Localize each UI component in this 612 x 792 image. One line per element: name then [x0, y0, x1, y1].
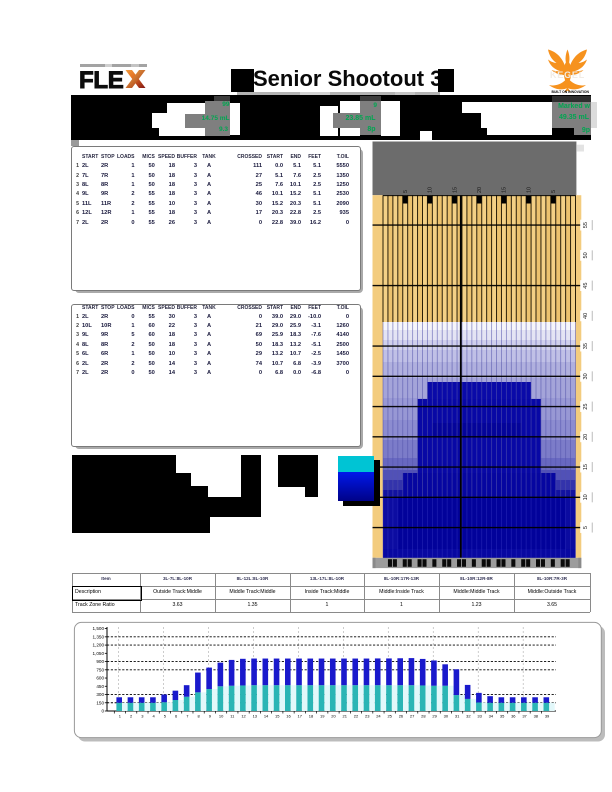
- svg-text:10: 10: [583, 494, 589, 500]
- svg-text:38: 38: [534, 714, 539, 719]
- svg-text:2: 2: [130, 714, 133, 719]
- svg-text:5: 5: [403, 190, 409, 193]
- svg-text:22: 22: [354, 714, 359, 719]
- svg-text:300: 300: [96, 692, 104, 697]
- svg-text:24: 24: [376, 714, 381, 719]
- svg-text:1,500: 1,500: [93, 626, 105, 631]
- svg-text:900: 900: [96, 659, 104, 664]
- svg-text:13: 13: [253, 714, 258, 719]
- svg-text:10: 10: [526, 187, 532, 193]
- svg-text:15: 15: [502, 187, 508, 193]
- svg-text:1,350: 1,350: [93, 634, 105, 639]
- svg-text:39: 39: [545, 714, 550, 719]
- svg-text:20: 20: [583, 434, 589, 440]
- svg-text:450: 450: [96, 684, 104, 689]
- svg-text:25: 25: [387, 714, 392, 719]
- svg-text:150: 150: [96, 700, 104, 705]
- svg-text:9: 9: [209, 714, 212, 719]
- svg-text:23: 23: [365, 714, 370, 719]
- svg-text:34: 34: [489, 714, 494, 719]
- svg-text:18: 18: [309, 714, 314, 719]
- svg-text:55: 55: [583, 222, 589, 228]
- svg-text:15: 15: [452, 187, 458, 193]
- svg-text:31: 31: [455, 714, 460, 719]
- svg-text:50: 50: [583, 252, 589, 258]
- svg-text:37: 37: [522, 714, 527, 719]
- svg-text:25: 25: [583, 403, 589, 409]
- svg-text:30: 30: [583, 373, 589, 379]
- svg-text:KEGEL: KEGEL: [550, 70, 585, 80]
- svg-text:45: 45: [583, 282, 589, 288]
- svg-text:5: 5: [583, 526, 589, 529]
- svg-text:10: 10: [219, 714, 224, 719]
- svg-text:33: 33: [477, 714, 482, 719]
- svg-text:32: 32: [466, 714, 471, 719]
- svg-text:12: 12: [241, 714, 246, 719]
- svg-text:3: 3: [141, 714, 144, 719]
- svg-text:750: 750: [96, 667, 104, 672]
- svg-text:35: 35: [583, 343, 589, 349]
- svg-text:8: 8: [197, 714, 200, 719]
- svg-text:28: 28: [421, 714, 426, 719]
- svg-text:11: 11: [230, 714, 235, 719]
- svg-text:1,200: 1,200: [93, 643, 105, 648]
- svg-text:1,050: 1,050: [93, 651, 105, 656]
- svg-text:26: 26: [399, 714, 404, 719]
- svg-text:17: 17: [298, 714, 303, 719]
- svg-text:20: 20: [331, 714, 336, 719]
- svg-text:0: 0: [101, 709, 104, 714]
- svg-text:35: 35: [500, 714, 505, 719]
- svg-text:27: 27: [410, 714, 415, 719]
- svg-text:7: 7: [186, 714, 189, 719]
- svg-text:15: 15: [583, 464, 589, 470]
- svg-text:40: 40: [583, 313, 589, 319]
- svg-text:30: 30: [444, 714, 449, 719]
- svg-text:15: 15: [275, 714, 280, 719]
- svg-text:21: 21: [342, 714, 347, 719]
- svg-text:5: 5: [551, 190, 557, 193]
- svg-text:29: 29: [432, 714, 437, 719]
- svg-text:36: 36: [511, 714, 516, 719]
- svg-text:16: 16: [286, 714, 291, 719]
- svg-text:5: 5: [164, 714, 167, 719]
- svg-text:14: 14: [264, 714, 269, 719]
- svg-text:600: 600: [96, 676, 104, 681]
- svg-text:1: 1: [119, 714, 122, 719]
- svg-text:4: 4: [153, 714, 156, 719]
- svg-text:20: 20: [477, 187, 483, 193]
- svg-text:6: 6: [175, 714, 178, 719]
- svg-text:10: 10: [428, 187, 434, 193]
- svg-text:19: 19: [320, 714, 325, 719]
